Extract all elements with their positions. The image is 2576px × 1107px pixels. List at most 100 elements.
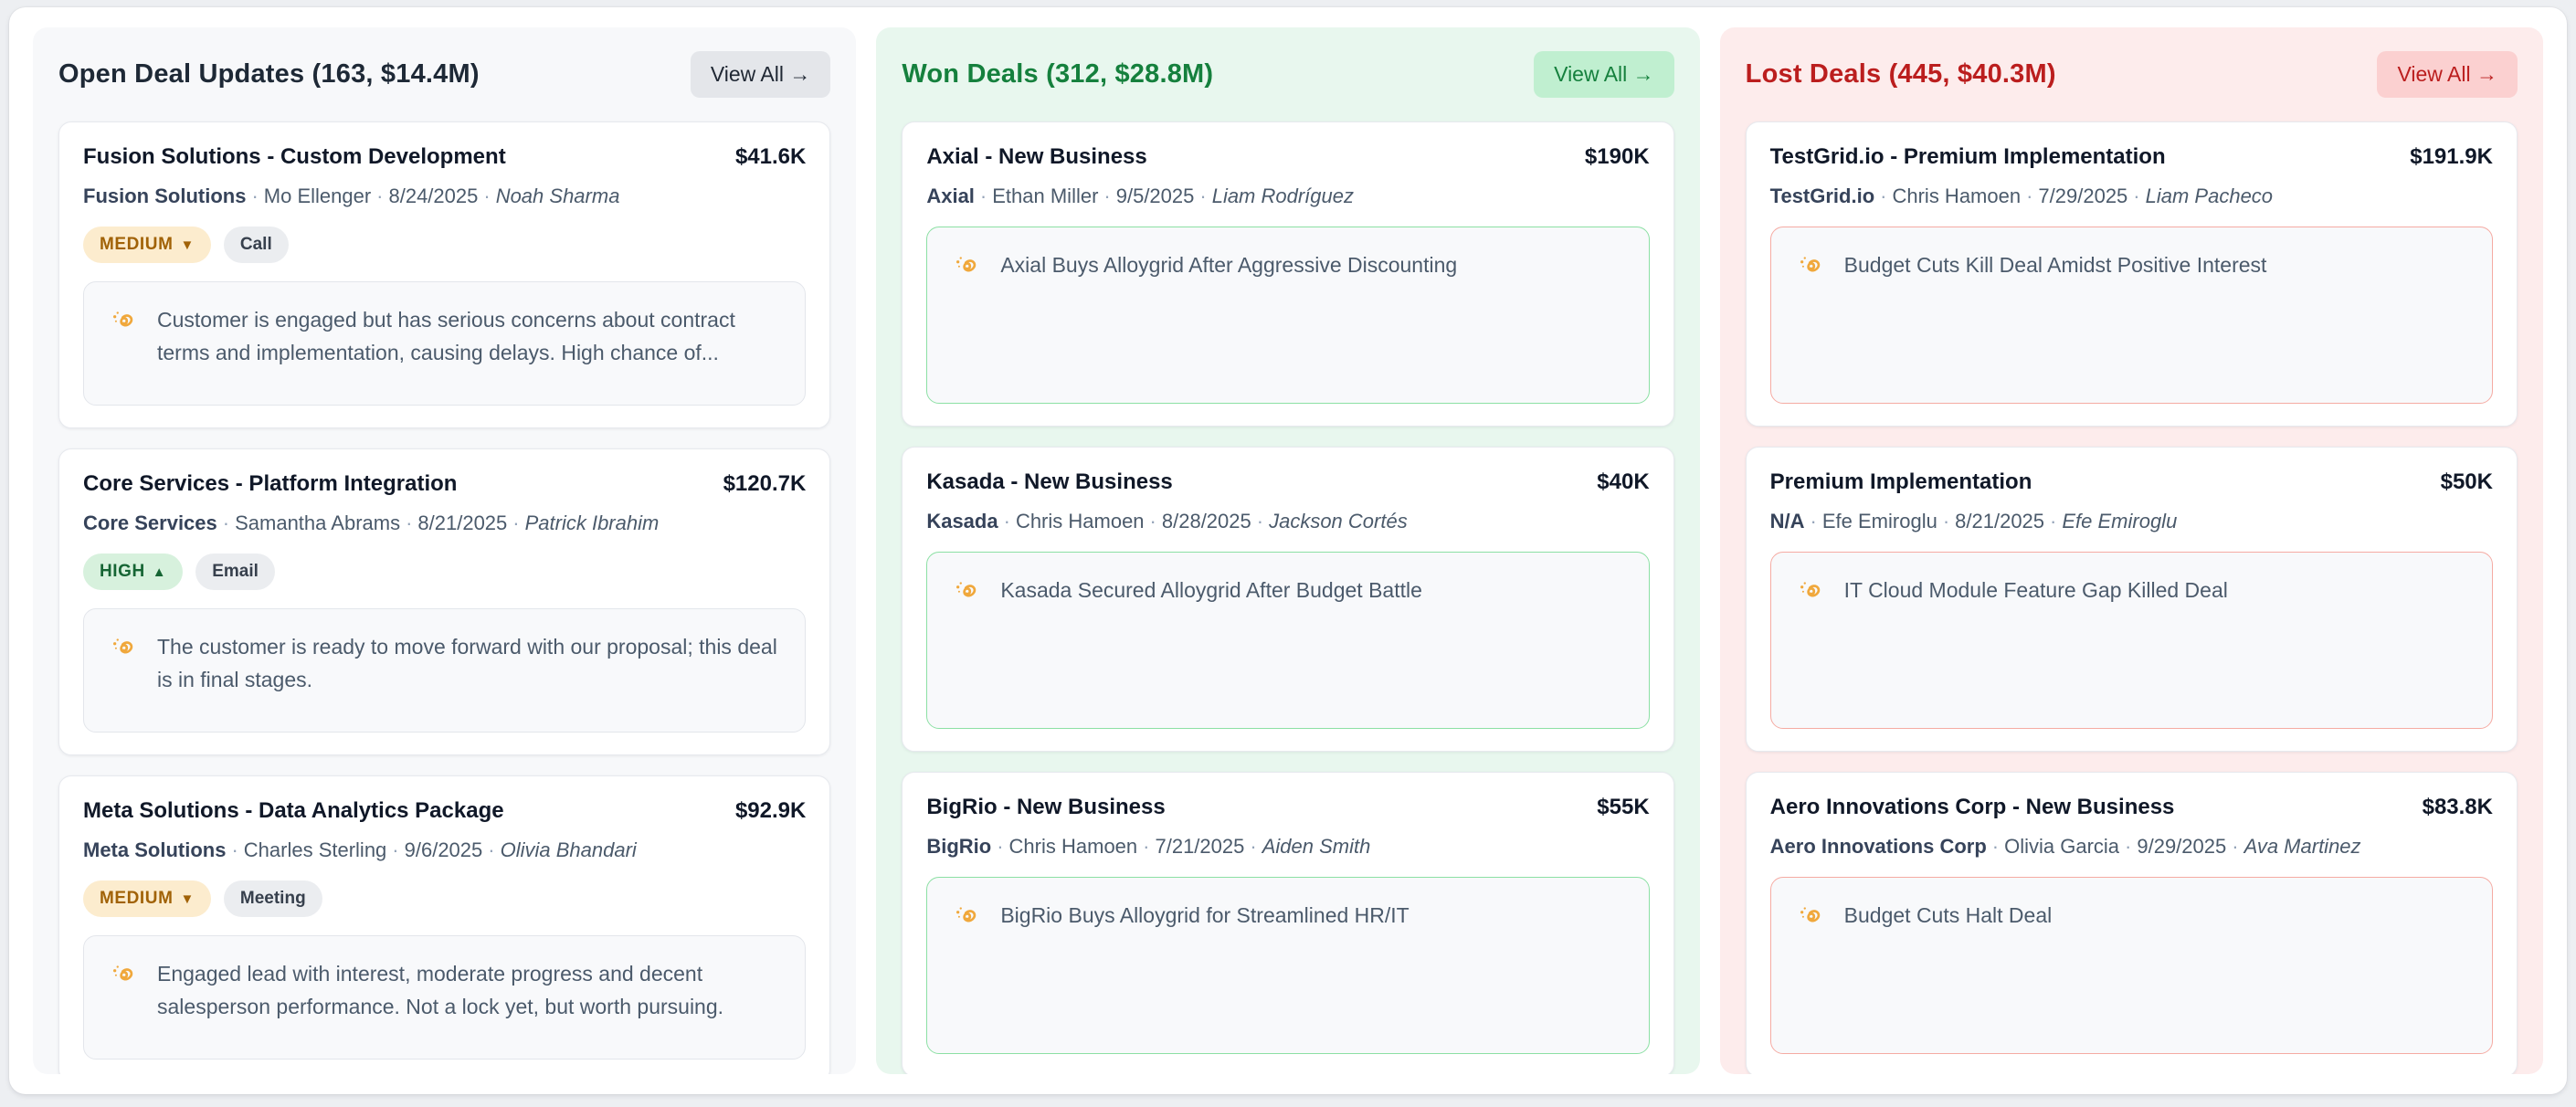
deal-card[interactable]: Kasada - New Business $40K Kasada · Chris … [902, 447, 1674, 752]
deals-board: Open Deal Updates (163, $14.4M) View All… [33, 27, 2543, 1074]
view-all-button[interactable]: View All → [2377, 51, 2518, 98]
ai-sparkle-icon [1795, 902, 1826, 938]
deal-contact: Patrick Ibrahim [524, 511, 660, 534]
deal-card-head: Fusion Solutions - Custom Development $4… [83, 144, 806, 170]
deal-cards-list: Fusion Solutions - Custom Development $4… [58, 121, 831, 1074]
dot-separator: · [1250, 835, 1257, 858]
deal-card[interactable]: Aero Innovations Corp - New Business $83… [1745, 772, 2518, 1074]
deal-card[interactable]: Premium Implementation $50K N/A · Efe Emir… [1745, 447, 2518, 752]
dot-separator: · [1880, 184, 1887, 207]
deal-meta: Axial · Ethan Miller · 9/5/2025 · Liam Rodrígu… [926, 184, 1649, 208]
deal-date: 8/28/2025 [1161, 510, 1251, 532]
deals-dashboard: Open Deal Updates (163, $14.4M) View All… [9, 7, 2567, 1094]
deal-meta: Kasada · Chris Hamoen · 8/28/2025 · Jackson Co… [926, 510, 1649, 533]
dot-separator: · [488, 838, 495, 861]
ai-note-text: Budget Cuts Halt Deal [1843, 903, 2053, 927]
deal-meta: N/A · Efe Emiroglu · 8/21/2025 · Efe Emiroglu [1770, 510, 2493, 533]
deal-card[interactable]: BigRio - New Business $55K BigRio · Chris … [902, 772, 1674, 1074]
dot-separator: · [1942, 510, 1950, 532]
deal-card[interactable]: TestGrid.io - Premium Implementation $19… [1745, 121, 2518, 427]
dot-separator: · [1143, 835, 1150, 858]
view-all-button[interactable]: View All → [690, 51, 831, 98]
ai-note-box: Budget Cuts Kill Deal Amidst Positive In… [1769, 227, 2493, 404]
deal-card-head: Premium Implementation $50K [1770, 469, 2493, 495]
ai-sparkle-icon [108, 307, 139, 343]
deal-card-head: Aero Innovations Corp - New Business $83… [1770, 795, 2493, 820]
ai-note-text: Axial Buys Alloygrid After Aggressive Di… [1000, 253, 1458, 277]
ai-note-text: Engaged lead with interest, moderate pro… [157, 962, 724, 1018]
deal-company: Fusion Solutions [83, 184, 247, 207]
deal-card[interactable]: Fusion Solutions - Custom Development $4… [58, 121, 831, 428]
ai-note-box: Engaged lead with interest, moderate pro… [83, 935, 807, 1060]
dot-separator: · [2125, 835, 2132, 858]
view-all-button[interactable]: View All → [1534, 51, 1674, 98]
dot-separator: · [231, 838, 238, 861]
deal-owner: Samantha Abrams [235, 511, 401, 534]
dot-separator: · [512, 511, 520, 534]
deal-meta: Core Services · Samantha Abrams · 8/21/2025 ·… [83, 511, 806, 535]
deal-value: $191.9K [2410, 144, 2493, 169]
deal-cards-list: Axial - New Business $190K Axial · Ethan M… [902, 121, 1674, 1074]
ai-note-box: Customer is engaged but has serious conc… [83, 281, 807, 406]
deal-card[interactable]: Core Services - Platform Integration $12… [58, 448, 831, 755]
panel-title: Won Deals (312, $28.8M) [902, 59, 1214, 89]
deal-company: Kasada [926, 510, 998, 532]
deal-card-head: Core Services - Platform Integration $12… [83, 471, 806, 497]
dot-separator: · [2026, 184, 2033, 207]
dot-separator: · [483, 184, 491, 207]
dot-separator: · [997, 835, 1004, 858]
deal-company: N/A [1769, 510, 1805, 532]
deal-badges: MEDIUM ▼ Call [83, 227, 806, 263]
dot-separator: · [2050, 510, 2057, 532]
deal-title: Aero Innovations Corp - New Business [1769, 795, 2175, 819]
deal-column-open: Open Deal Updates (163, $14.4M) View All… [33, 27, 857, 1074]
deal-contact: Liam Rodríguez [1211, 184, 1355, 207]
deal-meta: Meta Solutions · Charles Sterling · 9/6/2025… [83, 838, 806, 862]
activity-badge: Email [195, 554, 275, 590]
deal-company: Core Services [83, 511, 217, 534]
priority-badge[interactable]: MEDIUM ▼ [83, 227, 211, 263]
priority-arrow-icon: ▼ [180, 891, 195, 907]
dot-separator: · [1149, 510, 1156, 532]
dot-separator: · [1810, 510, 1817, 532]
ai-sparkle-icon [1795, 577, 1826, 613]
deal-card[interactable]: Axial - New Business $190K Axial · Ethan M… [902, 121, 1674, 427]
deal-owner: Chris Hamoen [1892, 184, 2022, 207]
deal-contact: Noah Sharma [495, 184, 620, 207]
deal-value: $40K [1597, 469, 1650, 494]
deal-owner: Efe Emiroglu [1821, 510, 1937, 532]
dot-separator: · [406, 511, 413, 534]
deal-card-head: Kasada - New Business $40K [926, 469, 1649, 495]
dot-separator: · [2133, 184, 2140, 207]
deal-company: TestGrid.io [1769, 184, 1875, 207]
priority-badge[interactable]: HIGH ▲ [83, 554, 184, 590]
deal-owner: Chris Hamoen [1008, 835, 1138, 858]
deal-date: 9/5/2025 [1115, 184, 1195, 207]
deal-date: 7/29/2025 [2038, 184, 2128, 207]
deal-badges: HIGH ▲ Email [83, 554, 806, 590]
panel-title: Lost Deals (445, $40.3M) [1745, 59, 2056, 89]
deal-title: Premium Implementation [1769, 469, 2032, 494]
ai-sparkle-icon [108, 961, 139, 996]
deal-date: 9/29/2025 [2137, 835, 2227, 858]
deal-date: 8/21/2025 [417, 511, 508, 534]
deal-contact: Ava Martinez [2243, 835, 2361, 858]
deal-contact: Aiden Smith [1262, 835, 1371, 858]
deal-card[interactable]: Meta Solutions - Data Analytics Package … [58, 775, 831, 1074]
deal-meta: Fusion Solutions · Mo Ellenger · 8/24/2025 · N… [83, 184, 806, 208]
panel-header: Open Deal Updates (163, $14.4M) View All… [58, 51, 831, 98]
dot-separator: · [1103, 184, 1111, 207]
deal-value: $41.6K [734, 144, 807, 169]
deal-title: Kasada - New Business [926, 469, 1173, 494]
dot-separator: · [1003, 510, 1010, 532]
ai-note-box: Kasada Secured Alloygrid After Budget Ba… [926, 552, 1650, 729]
deal-contact: Efe Emiroglu [2062, 510, 2178, 532]
deal-company: BigRio [926, 835, 992, 858]
dot-separator: · [1991, 835, 2000, 858]
ai-note-box: IT Cloud Module Feature Gap Killed Deal [1769, 552, 2493, 729]
ai-note-box: Axial Buys Alloygrid After Aggressive Di… [926, 227, 1650, 404]
deal-date: 7/21/2025 [1155, 835, 1245, 858]
priority-badge[interactable]: MEDIUM ▼ [83, 880, 211, 917]
deal-date: 8/21/2025 [1955, 510, 2045, 532]
deal-badges: MEDIUM ▼ Meeting [83, 880, 806, 917]
